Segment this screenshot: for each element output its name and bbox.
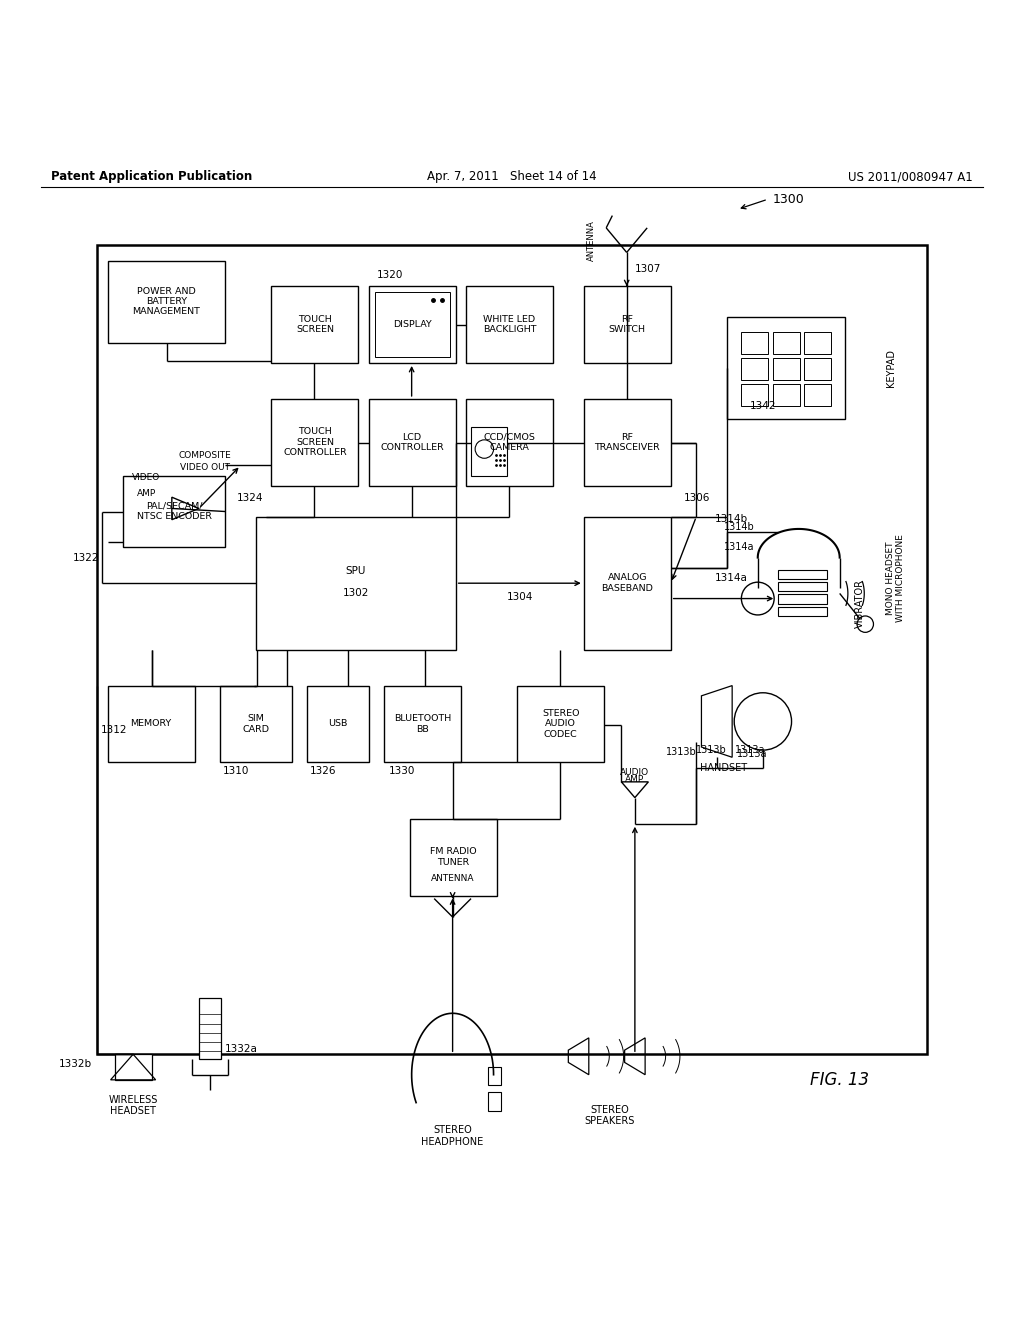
Bar xyxy=(488,1092,501,1110)
Text: SPU: SPU xyxy=(346,566,366,576)
Bar xyxy=(369,399,456,486)
Text: 1313a: 1313a xyxy=(735,744,766,755)
Text: VIDEO OUT: VIDEO OUT xyxy=(180,463,229,473)
Bar xyxy=(584,399,671,486)
Text: Patent Application Publication: Patent Application Publication xyxy=(51,170,253,183)
Text: AMP: AMP xyxy=(626,775,644,784)
Text: 1326: 1326 xyxy=(310,766,337,776)
Text: CCD/CMOS
CAMERA: CCD/CMOS CAMERA xyxy=(483,433,536,451)
Text: STEREO
AUDIO
CODEC: STEREO AUDIO CODEC xyxy=(542,709,580,739)
Bar xyxy=(741,384,768,405)
Text: TOUCH
SCREEN
CONTROLLER: TOUCH SCREEN CONTROLLER xyxy=(283,428,347,457)
Bar xyxy=(123,475,225,548)
Text: ANALOG
BASEBAND: ANALOG BASEBAND xyxy=(601,573,653,593)
Text: VIDEO: VIDEO xyxy=(132,474,161,482)
Text: FIG. 13: FIG. 13 xyxy=(810,1071,869,1089)
Bar xyxy=(369,286,456,363)
Bar xyxy=(778,607,827,616)
Bar xyxy=(307,685,369,763)
Text: 1313b: 1313b xyxy=(696,744,727,755)
Text: FM RADIO
TUNER: FM RADIO TUNER xyxy=(430,847,476,867)
Text: AUDIO: AUDIO xyxy=(621,768,649,777)
Text: STEREO
SPEAKERS: STEREO SPEAKERS xyxy=(584,1105,635,1126)
Text: 1322: 1322 xyxy=(73,553,99,562)
Bar xyxy=(584,286,671,363)
Bar xyxy=(517,685,604,763)
Bar xyxy=(805,384,831,405)
Text: 1314a: 1314a xyxy=(715,573,748,583)
Bar xyxy=(727,317,845,420)
Bar xyxy=(108,260,225,343)
Bar xyxy=(773,358,800,380)
Text: SIM
CARD: SIM CARD xyxy=(243,714,269,734)
Text: USB: USB xyxy=(329,719,347,729)
Text: POWER AND
BATTERY
MANAGEMENT: POWER AND BATTERY MANAGEMENT xyxy=(132,286,201,317)
Bar xyxy=(199,998,221,1060)
Text: 1314b: 1314b xyxy=(715,513,748,524)
Text: 1313b: 1313b xyxy=(666,747,696,758)
Text: 1314b: 1314b xyxy=(724,521,755,532)
Text: HANDSET: HANDSET xyxy=(700,763,748,772)
Bar xyxy=(97,246,927,1055)
Bar xyxy=(741,331,768,354)
Text: PAL/SECAM/
NTSC ENCODER: PAL/SECAM/ NTSC ENCODER xyxy=(136,502,212,521)
Text: STEREO
HEADPHONE: STEREO HEADPHONE xyxy=(422,1126,483,1147)
Text: 1300: 1300 xyxy=(773,193,805,206)
Text: WHITE LED
BACKLIGHT: WHITE LED BACKLIGHT xyxy=(482,315,537,334)
Text: US 2011/0080947 A1: US 2011/0080947 A1 xyxy=(848,170,973,183)
Text: RF
SWITCH: RF SWITCH xyxy=(608,315,646,334)
Bar xyxy=(220,685,292,763)
Text: RF
TRANSCEIVER: RF TRANSCEIVER xyxy=(594,433,660,451)
Text: TOUCH
SCREEN: TOUCH SCREEN xyxy=(296,315,334,334)
Text: 1332b: 1332b xyxy=(59,1060,92,1069)
Text: KEYPAD: KEYPAD xyxy=(886,350,896,387)
Bar xyxy=(471,426,507,475)
Bar xyxy=(488,1067,501,1085)
Bar xyxy=(778,582,827,591)
Text: LCD
CONTROLLER: LCD CONTROLLER xyxy=(380,433,444,451)
Bar xyxy=(805,358,831,380)
Bar xyxy=(271,399,358,486)
Text: MONO HEADSET
WITH MICROPHONE: MONO HEADSET WITH MICROPHONE xyxy=(886,535,905,622)
Text: 1332a: 1332a xyxy=(225,1044,258,1055)
Bar xyxy=(466,286,553,363)
Bar xyxy=(466,399,553,486)
Text: VIBRATOR: VIBRATOR xyxy=(855,579,865,628)
Bar xyxy=(375,293,450,356)
Text: DISPLAY: DISPLAY xyxy=(393,321,431,329)
Bar xyxy=(108,685,195,763)
Text: MEMORY: MEMORY xyxy=(130,719,172,729)
Text: BLUETOOTH
BB: BLUETOOTH BB xyxy=(394,714,451,734)
Bar xyxy=(773,331,800,354)
Text: ANTENNA: ANTENNA xyxy=(431,874,474,883)
Text: 1302: 1302 xyxy=(343,589,369,598)
Text: 1342: 1342 xyxy=(750,401,776,411)
Bar xyxy=(741,358,768,380)
Bar xyxy=(778,570,827,579)
Bar xyxy=(778,594,827,603)
Text: 1304: 1304 xyxy=(507,591,534,602)
Text: 1310: 1310 xyxy=(223,766,250,776)
Text: 1312: 1312 xyxy=(100,725,127,735)
Text: 1320: 1320 xyxy=(377,271,403,280)
Text: 1330: 1330 xyxy=(389,766,416,776)
Text: 1306: 1306 xyxy=(684,494,711,503)
Text: 1313a: 1313a xyxy=(737,750,768,759)
Text: 1324: 1324 xyxy=(237,494,263,503)
Text: Apr. 7, 2011   Sheet 14 of 14: Apr. 7, 2011 Sheet 14 of 14 xyxy=(427,170,597,183)
Bar xyxy=(805,331,831,354)
Text: 1314a: 1314a xyxy=(724,543,755,552)
Bar xyxy=(584,516,671,649)
Bar xyxy=(271,286,358,363)
Bar xyxy=(115,1055,152,1080)
Text: AMP: AMP xyxy=(137,488,156,498)
Text: ANTENNA: ANTENNA xyxy=(587,219,596,260)
Text: WIRELESS
HEADSET: WIRELESS HEADSET xyxy=(109,1094,158,1117)
Bar xyxy=(410,818,497,895)
Text: 1307: 1307 xyxy=(635,264,662,273)
Text: COMPOSITE: COMPOSITE xyxy=(178,450,231,459)
Bar xyxy=(773,384,800,405)
Bar xyxy=(256,516,456,649)
Bar xyxy=(384,685,461,763)
